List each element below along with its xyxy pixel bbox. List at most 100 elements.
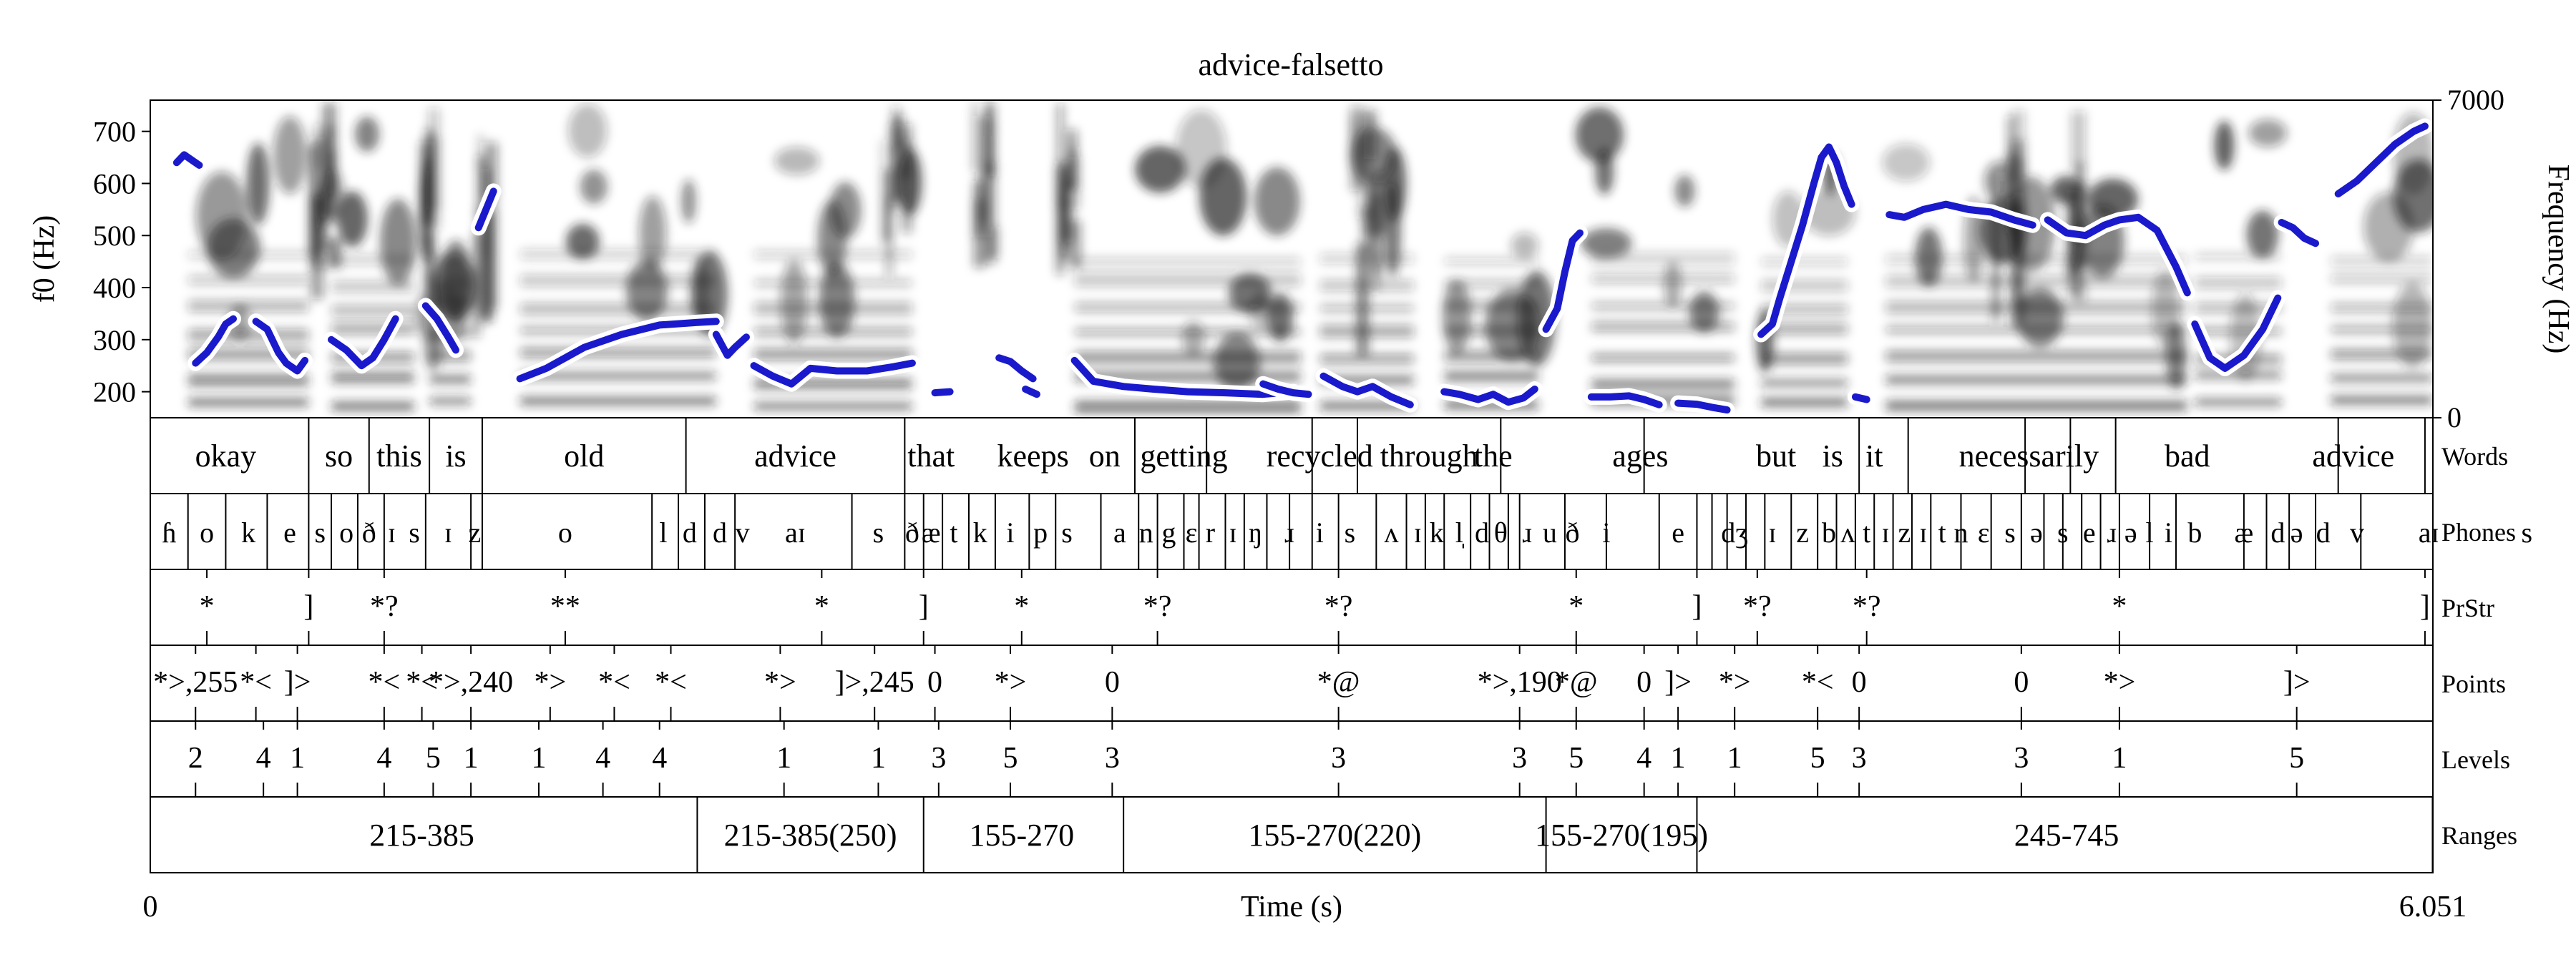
points-mark: *@ xyxy=(1555,666,1598,699)
phones-label: ŋ xyxy=(1249,516,1263,549)
prstr-mark: ] xyxy=(1692,590,1702,623)
freq-top-tick: 7000 xyxy=(2447,84,2504,116)
harmonic-band xyxy=(1074,351,1301,364)
f0-track xyxy=(1070,356,1297,398)
harmonic-band xyxy=(1591,273,1735,284)
formant-blob xyxy=(1267,293,1293,342)
phones-label: e xyxy=(283,516,296,549)
harmonic-band xyxy=(1591,252,1735,265)
tier-ranges: Ranges 215-385 215-385(250) 155-270 155-270(… xyxy=(150,796,2517,873)
points-mark: 0 xyxy=(1105,666,1120,699)
phones-label: i xyxy=(1602,516,1610,549)
phones-label: n xyxy=(1953,516,1968,549)
points-mark: *< xyxy=(1802,666,1834,699)
phones-label: k xyxy=(973,516,987,549)
phones-label: o xyxy=(200,516,214,549)
levels-mark: 5 xyxy=(2289,742,2304,775)
levels-mark: 3 xyxy=(931,742,946,775)
formant-blob xyxy=(2393,159,2433,233)
formant-blob xyxy=(681,179,696,224)
formant-blob xyxy=(1384,147,1407,221)
formant-blob xyxy=(2016,288,2064,347)
levels-mark: 5 xyxy=(1810,742,1825,775)
f0-tick-label: 700 xyxy=(93,116,136,148)
points-mark: *>,255 xyxy=(153,666,238,699)
frication-noise xyxy=(485,227,490,257)
prstr-mark: * xyxy=(200,590,215,623)
harmonic-band xyxy=(1074,401,1301,413)
frication-noise xyxy=(428,107,440,210)
levels-mark: 4 xyxy=(1636,742,1652,775)
f0-track xyxy=(328,315,399,370)
words-label: keeps xyxy=(997,439,1069,474)
phones-label: ə xyxy=(2124,516,2137,549)
points-mark: ]> xyxy=(1664,666,1692,699)
formant-blob xyxy=(1135,145,1186,193)
phones-label: k xyxy=(1430,516,1444,549)
frication-noise xyxy=(887,197,892,276)
f0-track xyxy=(1259,380,1312,398)
harmonic-band xyxy=(187,373,309,387)
harmonic-band xyxy=(1761,280,1848,292)
prstr-mark: ] xyxy=(919,590,929,623)
phones-label: i xyxy=(1006,516,1014,549)
levels-mark: 1 xyxy=(2112,742,2127,775)
phones-label: s xyxy=(2004,516,2016,549)
levels-mark: 3 xyxy=(2014,742,2029,775)
formant-blob xyxy=(819,263,855,338)
frication-noise xyxy=(902,124,912,233)
figure-title: advice-falsetto xyxy=(1199,47,1384,82)
prstr-mark: *? xyxy=(370,590,399,623)
phones-label: ɪ xyxy=(1414,516,1422,549)
levels-mark: 3 xyxy=(1331,742,1346,775)
tier-name: PrStr xyxy=(2441,594,2494,622)
frication-noise xyxy=(477,155,486,221)
formant-blob xyxy=(1575,107,1624,163)
harmonic-band xyxy=(187,275,309,285)
phones-label: z xyxy=(1796,516,1809,549)
words-label: advice xyxy=(2312,439,2394,474)
harmonic-band xyxy=(753,348,912,361)
f0-track xyxy=(1757,143,1855,338)
harmonic-band xyxy=(1885,275,2187,288)
ranges-label: 155-270 xyxy=(969,818,1074,853)
words-label: is xyxy=(445,439,466,474)
formant-blob xyxy=(1199,157,1247,236)
harmonic-band xyxy=(519,303,716,315)
levels-mark: 3 xyxy=(1512,742,1527,775)
prstr-mark: *? xyxy=(1143,590,1172,623)
words-label: is xyxy=(1823,439,1843,474)
formant-blob xyxy=(428,254,478,321)
levels-mark: 4 xyxy=(376,742,391,775)
phones-label: s xyxy=(1061,516,1073,549)
harmonic-band xyxy=(1885,375,2187,385)
formant-blob xyxy=(1442,279,1471,353)
phones-label: e xyxy=(1672,516,1684,549)
prstr-mark: * xyxy=(1568,590,1584,623)
formant-blob xyxy=(1511,232,1538,259)
phones-label: i xyxy=(2165,516,2172,549)
prstr-mark: * xyxy=(814,590,829,623)
levels-mark: 1 xyxy=(464,742,479,775)
levels-mark: 1 xyxy=(776,742,791,775)
frication-noise xyxy=(2516,160,2522,262)
phones-label: l xyxy=(659,516,667,549)
formant-blob xyxy=(1674,175,1695,207)
frication-noise xyxy=(1056,103,1064,210)
formant-blob xyxy=(1214,333,1260,393)
frication-noise xyxy=(1350,106,1364,191)
tier-frame xyxy=(150,569,2434,646)
frication-noise xyxy=(1992,209,1999,321)
points-mark: *> xyxy=(764,666,796,699)
phones-label: z xyxy=(1898,516,1911,549)
f0-track xyxy=(1319,372,1414,408)
harmonic-band xyxy=(1761,257,1848,266)
prstr-mark: *? xyxy=(1324,590,1353,623)
f0-track xyxy=(2278,219,2319,248)
formant-blob xyxy=(337,191,368,248)
frication-noise xyxy=(2499,142,2504,202)
phones-label: s xyxy=(1345,516,1356,549)
prstr-mark: ** xyxy=(550,590,580,623)
points-mark: *>,190 xyxy=(1478,666,1562,699)
phones-label: r xyxy=(1206,516,1215,549)
